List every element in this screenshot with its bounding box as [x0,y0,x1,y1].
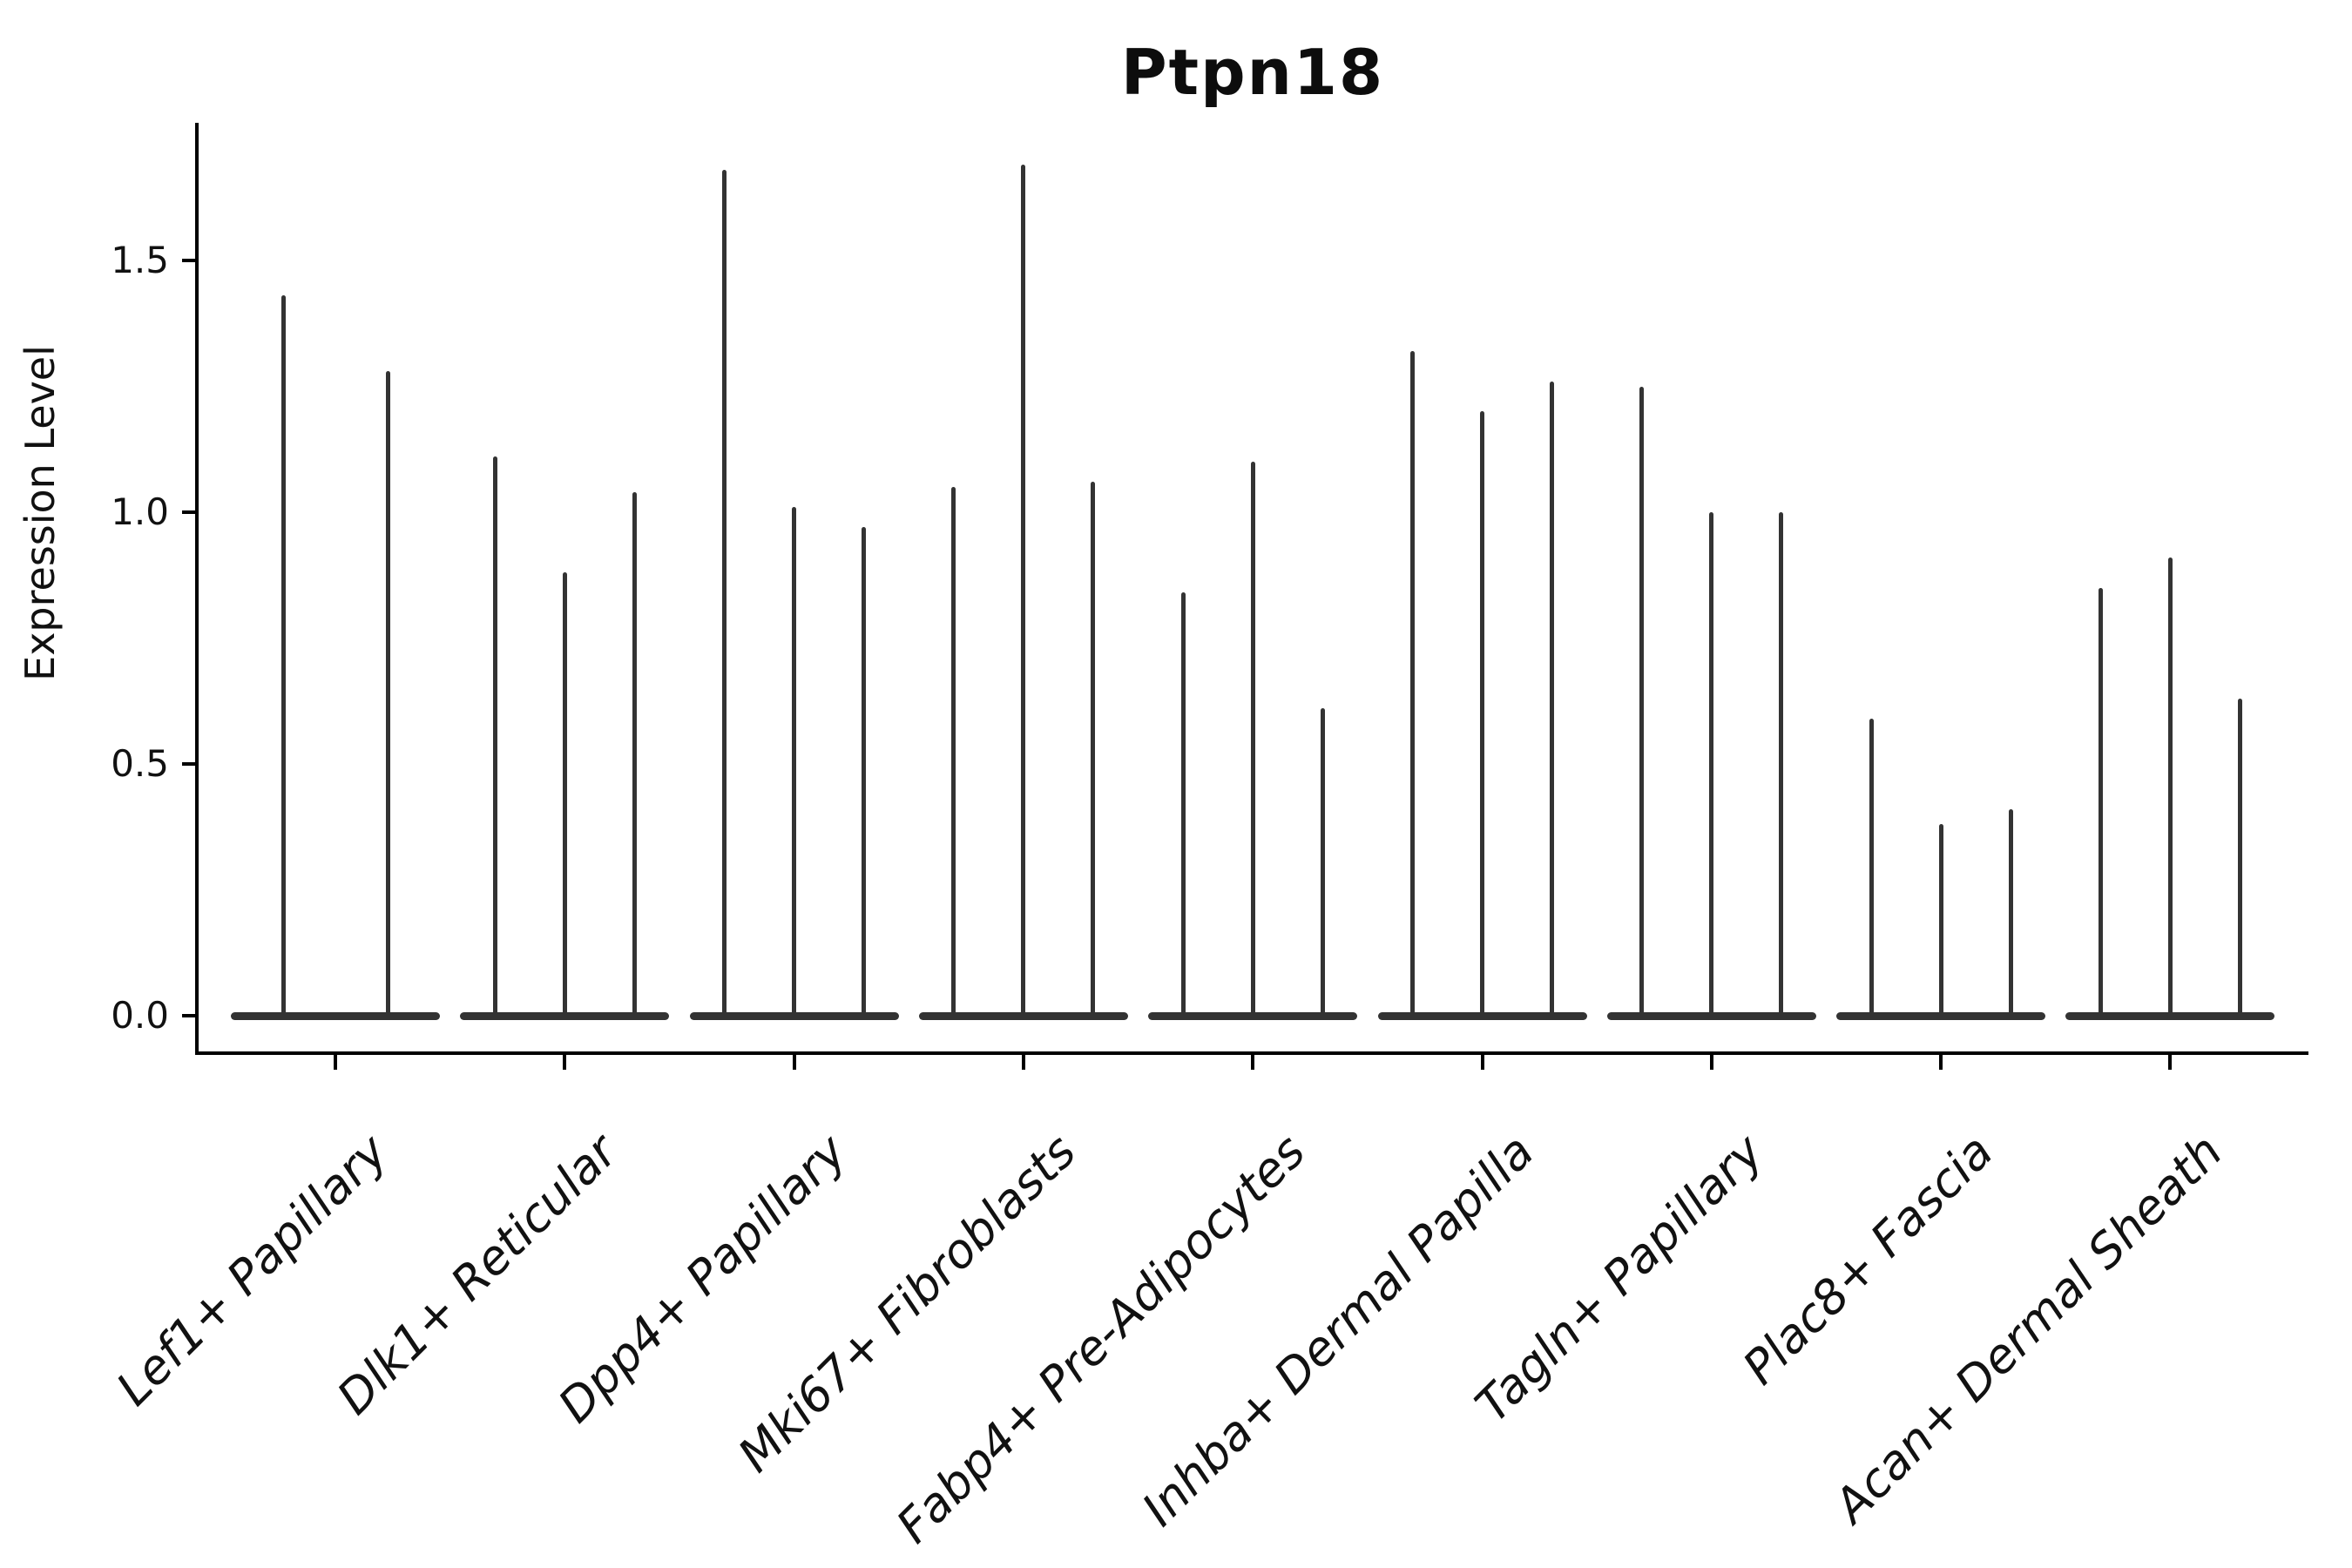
y-axis-spine [195,123,199,1055]
violin-spike-3-3 [862,527,867,1017]
violin-spike-4-2 [1021,165,1026,1017]
x-tick-label-9: Acan+ Dermal Sheath [1823,1124,2234,1533]
y-tick-label-1.0: 1.0 [111,490,169,533]
y-tick-mark-0.5 [182,762,197,766]
violin-spike-9-3 [2237,698,2242,1017]
y-tick-label-1.5: 1.5 [111,239,169,281]
y-tick-mark-0.0 [182,1014,197,1017]
y-tick-label-0.0: 0.0 [111,994,169,1037]
x-tick-label-8: Plac8+ Fascia [1732,1124,2004,1396]
violin-spike-4-1 [951,487,956,1017]
y-tick-label-0.5: 0.5 [111,742,169,785]
violin-spike-2-3 [632,491,637,1017]
violin-spike-3-1 [722,169,727,1017]
x-tick-mark-1 [334,1055,337,1070]
violin-spike-6-3 [1550,381,1554,1017]
violin-spike-5-1 [1180,592,1186,1017]
violin-spike-8-1 [1869,718,1874,1017]
x-tick-mark-4 [1021,1055,1025,1070]
violin-spike-5-2 [1250,462,1255,1017]
x-tick-mark-8 [1939,1055,1943,1070]
violin-spike-8-2 [1938,824,1943,1017]
x-tick-mark-9 [2168,1055,2173,1070]
violin-spike-1-2 [385,371,390,1017]
x-tick-mark-6 [1480,1055,1484,1070]
violin-spike-2-1 [492,456,497,1017]
x-tick-label-6: Inhba+ Dermal Papilla [1132,1124,1545,1537]
x-axis-spine [195,1051,2308,1055]
y-tick-mark-1.5 [182,259,197,262]
x-tick-label-5: Fabp4+ Pre-Adipocytes [885,1124,1315,1554]
violin-spike-7-2 [1709,512,1714,1017]
violin-spike-9-1 [2098,587,2103,1017]
violin-spike-1-1 [280,295,286,1017]
x-tick-mark-2 [563,1055,567,1070]
violin-spike-7-3 [1779,512,1784,1017]
violin-spike-2-2 [562,572,567,1017]
x-tick-mark-3 [792,1055,796,1070]
violin-spike-6-1 [1410,351,1415,1017]
violin-spike-6-2 [1480,411,1484,1017]
chart-title: Ptpn18 [1120,36,1385,109]
violin-spike-3-2 [792,507,797,1017]
violin-spike-5-3 [1320,708,1325,1017]
violin-base-1 [231,1011,440,1020]
y-tick-mark-1.0 [182,510,197,514]
violin-spike-9-2 [2167,558,2173,1017]
violin-spike-4-3 [1091,482,1096,1017]
violin-spike-8-3 [2008,809,2013,1017]
violin-spike-7-1 [1639,386,1645,1017]
x-tick-mark-5 [1251,1055,1255,1070]
x-tick-mark-7 [1709,1055,1713,1070]
